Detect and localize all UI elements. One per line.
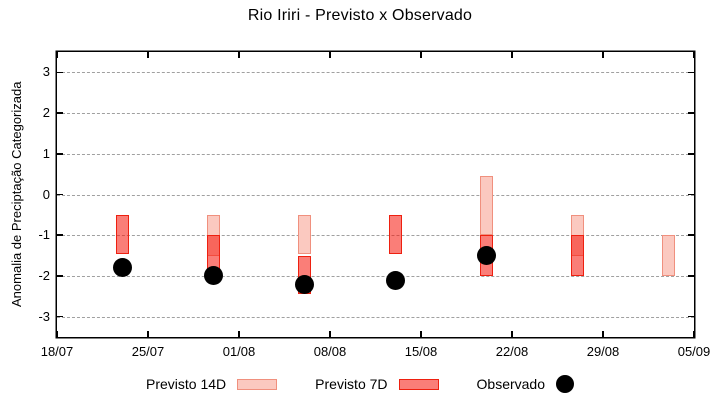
legend-item-observado: Observado [477,375,574,393]
observado-dot-icon [556,375,574,393]
x-tick-mark [329,331,331,337]
x-tick-mark [420,331,422,337]
previsto-7d-bar [388,214,402,254]
x-tick-mark [238,52,240,58]
y-tick-label: -1 [38,227,50,243]
x-tick-label: 05/09 [677,344,711,359]
x-tick-label: 29/08 [586,344,620,359]
y-gridline [57,316,694,318]
y-tick-mark [57,234,63,236]
y-tick-label: 1 [42,145,50,161]
previsto-7d-bar [115,214,129,254]
previsto-14d-bar [297,214,311,254]
observado-dot [203,266,223,286]
y-tick-mark [688,275,694,277]
x-tick-mark [602,52,604,58]
y-tick-mark [57,112,63,114]
previsto-14d-swatch-icon [237,378,278,390]
x-tick-label: 15/08 [404,344,438,359]
y-gridline [57,113,694,115]
y-tick-mark [688,315,694,318]
x-tick-mark [693,52,695,58]
legend-label-previsto-14d: Previsto 14D [146,376,227,392]
y-tick-label: 3 [42,64,50,80]
y-gridline [57,235,694,237]
y-tick-label: 0 [42,186,50,202]
legend-label-observado: Observado [476,376,545,392]
y-gridline [57,194,694,196]
y-tick-mark [688,193,694,196]
y-tick-mark [688,71,694,74]
previsto-7d-swatch-icon [398,378,439,390]
y-tick-mark [57,153,63,155]
y-gridline [57,72,694,74]
observado-dot [112,258,132,278]
x-tick-mark [238,331,240,337]
previsto-14d-bar [661,235,675,276]
x-tick-label: 01/08 [222,344,256,359]
y-tick-mark [688,234,694,236]
x-tick-mark [147,52,149,58]
observado-dot [476,246,496,266]
x-tick-mark [420,52,422,58]
y-tick-mark [688,112,694,114]
x-tick-mark [147,331,149,337]
x-tick-mark [693,331,695,337]
legend-item-previsto-7d: Previsto 7D [315,376,439,392]
x-tick-mark [329,52,331,58]
y-tick-mark [57,193,63,196]
chart-title: Rio Iriri - Previsto x Observado [247,7,473,24]
x-tick-mark [602,331,604,337]
legend: Previsto 14D Previsto 7D Observado [0,375,720,393]
y-tick-label: 2 [42,105,50,121]
x-tick-label: 08/08 [313,344,347,359]
y-gridline [57,275,694,277]
x-tick-mark [511,52,513,58]
plot-area [56,52,695,337]
previsto-14d-bar [479,176,493,236]
y-tick-label: -3 [38,308,50,324]
x-tick-mark [511,331,513,337]
observado-dot [385,270,405,290]
x-tick-mark [56,52,58,58]
legend-item-previsto-14d: Previsto 14D [146,376,278,392]
x-tick-label: 18/07 [40,344,74,359]
legend-label-previsto-7d: Previsto 7D [315,376,388,392]
y-tick-mark [57,315,63,318]
x-tick-label: 22/08 [495,344,529,359]
y-tick-mark [57,275,63,277]
y-tick-mark [688,153,694,155]
previsto-7d-bar [570,235,584,276]
observado-dot [294,274,314,294]
x-tick-label: 25/07 [131,344,165,359]
x-tick-mark [56,331,58,337]
y-tick-mark [57,71,63,74]
y-gridline [57,153,694,155]
y-tick-label: -2 [38,267,50,283]
